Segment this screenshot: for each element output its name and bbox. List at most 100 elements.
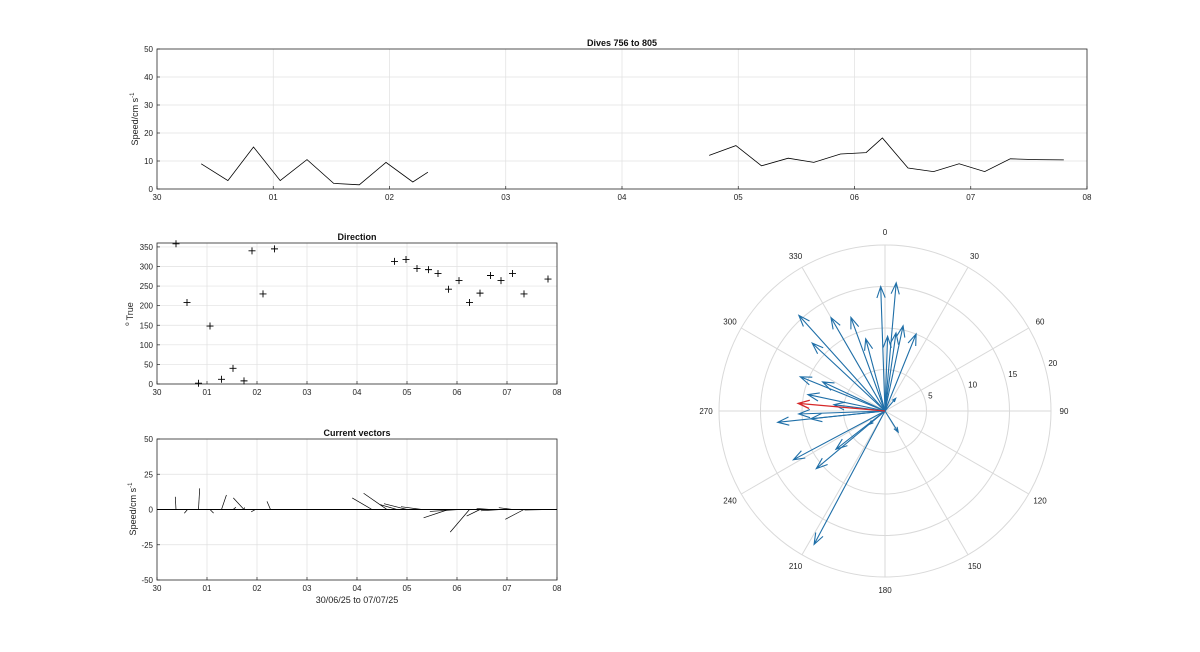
vectors-stick [466, 509, 481, 517]
vectors-xtick-label: 07 [503, 584, 512, 593]
compass-spoke [740, 327, 886, 412]
speed-ytick-label: 0 [149, 185, 154, 194]
vectors-stick [449, 509, 470, 533]
vectors-stick [429, 509, 460, 512]
compass-arrow [830, 316, 886, 412]
compass-arrows [776, 281, 917, 546]
speed-series-line [709, 137, 1064, 173]
vectors-ytick-label: 25 [144, 470, 153, 479]
direction-marker [434, 270, 442, 278]
speed-ytick-label: 40 [144, 73, 153, 82]
compass-arrow [876, 285, 886, 412]
direction-marker [520, 290, 528, 298]
compass-arrow [809, 410, 886, 423]
compass-angle-label: 330 [789, 252, 803, 261]
direction-xtick-label: 06 [453, 388, 462, 397]
direction-marker [544, 275, 552, 283]
direction-ytick-label: 50 [144, 360, 153, 369]
compass-labels: 5 10 15 20 0 30 60 90 120 150 180 210 240 270 300 330 [699, 228, 1069, 595]
vectors-xtick-label: 06 [453, 584, 462, 593]
direction-ytick-label: 0 [149, 380, 154, 389]
direction-ytick-label: 100 [140, 341, 154, 350]
direction-xtick-label: 07 [503, 388, 512, 397]
vectors-sticks [157, 488, 557, 533]
vectors-xtick-label: 04 [353, 584, 362, 593]
vectors-stick [423, 509, 449, 519]
vectors-ticks: 30 01 02 03 04 05 06 07 08 -50 -25 0 25 50 [141, 435, 562, 593]
direction-xtick-label: 03 [303, 388, 312, 397]
vectors-stick [233, 497, 245, 510]
speed-ytick-label: 10 [144, 157, 153, 166]
vectors-stick [363, 492, 388, 510]
compass-angle-label: 300 [723, 318, 737, 327]
direction-marker [497, 277, 505, 285]
compass-arrow [797, 408, 886, 419]
compass-panel: 5 10 15 20 0 30 60 90 120 150 180 210 240 270 300 330 [699, 228, 1069, 595]
speed-xtick-label: 30 [153, 193, 162, 202]
direction-marker [455, 277, 463, 285]
direction-marker [218, 375, 225, 383]
speed-lines [200, 137, 1064, 186]
vectors-stick [379, 504, 398, 510]
compass-angle-label: 90 [1060, 407, 1069, 416]
compass-radius-label: 20 [1048, 359, 1057, 368]
direction-markers [172, 240, 552, 387]
direction-ytick-label: 300 [140, 263, 154, 272]
compass-arrow [884, 410, 900, 434]
compass-angle-label: 210 [789, 562, 803, 571]
compass-arrow [850, 315, 886, 412]
direction-marker [172, 240, 180, 248]
vectors-stick [174, 496, 177, 510]
speed-xtick-label: 05 [734, 193, 743, 202]
compass-angle-label: 270 [699, 407, 713, 416]
compass-spoke [884, 410, 969, 556]
vectors-xtick-label: 03 [303, 584, 312, 593]
compass-arrow [797, 314, 886, 412]
speed-xtick-label: 08 [1083, 193, 1092, 202]
vectors-stick [476, 508, 491, 510]
vectors-stick [352, 497, 373, 510]
vectors-panel: 30 01 02 03 04 05 06 07 08 -50 -25 0 25 50 Current ve… [128, 428, 562, 605]
speed-xtick-label: 01 [269, 193, 278, 202]
vectors-ytick-label: -50 [141, 576, 153, 585]
compass-arrow [882, 334, 892, 412]
compass-spoke [884, 266, 969, 412]
speed-ytick-label: 20 [144, 129, 153, 138]
vectors-stick [232, 507, 237, 510]
vectors-stick [480, 509, 502, 512]
speed-xtick-label: 07 [966, 193, 975, 202]
vectors-stick [209, 509, 214, 514]
vectors-ylabel-text: Speed/cm s [128, 487, 138, 535]
vectors-xtick-label: 02 [253, 584, 262, 593]
direction-ylabel-deg: o [125, 322, 131, 326]
speed-grid [157, 49, 1087, 189]
compass-arrow [884, 332, 917, 412]
compass-grid [718, 244, 1052, 578]
direction-xtick-label: 04 [353, 388, 362, 397]
direction-marker [248, 247, 256, 255]
direction-marker [466, 299, 473, 307]
vectors-stick [266, 501, 271, 510]
direction-ytick-label: 150 [140, 321, 154, 330]
direction-marker [259, 290, 267, 298]
vectors-xtick-label: 01 [203, 584, 212, 593]
direction-ytick-label: 200 [140, 302, 154, 311]
direction-ticks: 30 01 02 03 04 05 06 07 08 0 50 100 150 200 250 300 350 [140, 243, 562, 397]
direction-marker [229, 364, 237, 372]
speed-ytick-label: 30 [144, 101, 153, 110]
direction-xtick-label: 30 [153, 388, 162, 397]
compass-radius-label: 5 [928, 391, 933, 400]
compass-arrow [884, 397, 897, 412]
speed-xtick-label: 02 [385, 193, 394, 202]
vectors-stick [498, 507, 513, 510]
direction-marker [413, 264, 421, 272]
vectors-ylabel: Speed/cm s-1 [128, 482, 138, 536]
compass-arrow [884, 331, 900, 412]
vectors-stick [184, 509, 188, 514]
vectors-xtick-label: 05 [403, 584, 412, 593]
direction-marker [195, 379, 202, 387]
speed-panel: 30 01 02 03 04 05 06 07 08 0 10 20 30 40 50 Dives 756 … [130, 38, 1092, 202]
direction-marker [206, 322, 214, 330]
speed-ylabel-exp: -1 [130, 92, 136, 98]
